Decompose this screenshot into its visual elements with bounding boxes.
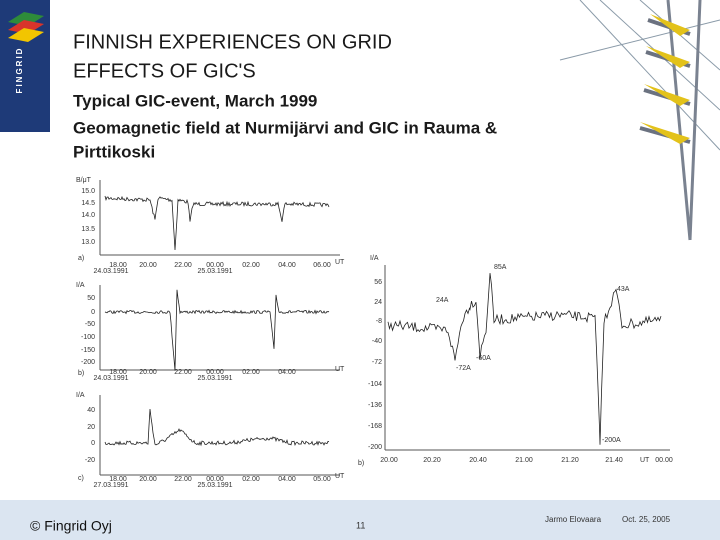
footer-bar: [0, 500, 720, 540]
logo-mark: [8, 20, 44, 34]
axis-unit: UT: [640, 457, 650, 464]
trace: [104, 195, 330, 251]
panel-label: a): [78, 255, 84, 262]
axis-unit: UT: [335, 366, 345, 373]
y-tick-label: 14.0: [81, 212, 95, 219]
x-tick-label: 02.00: [242, 369, 260, 376]
x-tick-label: 02.00: [242, 476, 260, 483]
x-tick-label: 00.00: [206, 476, 224, 483]
annotation: 43A: [617, 286, 630, 293]
date-label: 25.03.1991: [197, 482, 232, 489]
x-tick-label: 20.00: [139, 476, 157, 483]
x-tick-label: 06.00: [313, 262, 331, 269]
date-label: 24.03.1991: [93, 375, 128, 382]
x-tick-label: 04.00: [278, 369, 296, 376]
y-tick-label: -8: [376, 318, 382, 325]
y-tick-label: 13.5: [81, 226, 95, 233]
y-tick-label: -20: [85, 457, 95, 464]
panel-label: b): [78, 370, 84, 377]
logo-mark: [8, 28, 44, 42]
subtitle: Geomagnetic field at Nurmijärvi and GIC …: [73, 118, 497, 137]
pylon-photo: [559, 0, 720, 241]
footer-date: Oct. 25, 2005: [622, 515, 671, 524]
x-tick-label: 20.00: [139, 262, 157, 269]
footer-author: Jarmo Elovaara: [545, 515, 602, 524]
x-tick-label: 20.00: [380, 457, 398, 464]
title: FINNISH EXPERIENCES ON GRID: [73, 31, 392, 53]
x-tick-label: 22.00: [174, 262, 192, 269]
annotation: -60A: [476, 355, 491, 362]
x-tick-label: 00.00: [206, 262, 224, 269]
x-tick-label: 20.20: [423, 457, 441, 464]
x-tick-label: 18.00: [109, 476, 127, 483]
y-tick-label: -150: [81, 347, 95, 354]
panel-label: b): [358, 460, 364, 467]
annotation: 24A: [436, 297, 449, 304]
subtitle: Typical GIC-event, March 1999: [73, 91, 317, 110]
logo-mark: [8, 12, 44, 26]
y-tick-label: -200: [81, 359, 95, 366]
trace: [104, 408, 330, 447]
unit-label: I/A: [76, 392, 85, 399]
unit-label: I/A: [76, 282, 85, 289]
y-tick-label: 56: [374, 279, 382, 286]
annotation: -200A: [602, 437, 621, 444]
x-tick-label: 04.00: [278, 262, 296, 269]
y-tick-label: 24: [374, 299, 382, 306]
y-tick-label: -72: [372, 359, 382, 366]
logo-text: FINGRID: [15, 47, 24, 94]
x-tick-label: 04.00: [278, 476, 296, 483]
unit-label: I/A: [370, 255, 379, 262]
y-tick-label: -100: [81, 334, 95, 341]
panel-label: c): [78, 475, 84, 482]
x-tick-label: 22.00: [174, 476, 192, 483]
date-label: 27.03.1991: [93, 482, 128, 489]
annotation: 85A: [494, 264, 507, 271]
x-tick-label: 21.40: [605, 457, 623, 464]
y-tick-label: 14.5: [81, 200, 95, 207]
y-tick-label: 40: [87, 407, 95, 414]
title: EFFECTS OF GIC'S: [73, 60, 256, 82]
y-tick-label: -200: [368, 444, 382, 451]
y-tick-label: -136: [368, 402, 382, 409]
y-tick-label: -40: [372, 338, 382, 345]
x-tick-label: 20.00: [139, 369, 157, 376]
footer-copyright: © Fingrid Oyj: [30, 518, 112, 534]
page-number: 11: [356, 520, 365, 530]
x-tick-label: 18.00: [109, 262, 127, 269]
y-tick-label: 15.0: [81, 188, 95, 195]
x-tick-label: 22.00: [174, 369, 192, 376]
subtitle: Pirttikoski: [73, 142, 155, 161]
x-tick-label: 18.00: [109, 369, 127, 376]
y-tick-label: 13.0: [81, 239, 95, 246]
x-tick-label: 05.00: [313, 476, 331, 483]
x-tick-label: 00.00: [206, 369, 224, 376]
y-tick-label: 0: [91, 309, 95, 316]
y-tick-label: -50: [85, 321, 95, 328]
trace: [104, 289, 330, 371]
unit-label: B/μT: [76, 177, 92, 184]
y-tick-label: 20: [87, 424, 95, 431]
y-tick-label: 0: [91, 440, 95, 447]
date-label: 24.03.1991: [93, 268, 128, 275]
x-tick-label: 02.00: [242, 262, 260, 269]
x-tick-label: 21.20: [561, 457, 579, 464]
annotation: -72A: [456, 365, 471, 372]
axis-unit: UT: [335, 259, 345, 266]
axis-unit: UT: [335, 473, 345, 480]
y-tick-label: 50: [87, 295, 95, 302]
y-tick-label: -104: [368, 381, 382, 388]
x-tick-label: 00.00: [655, 457, 673, 464]
trace: [387, 273, 662, 445]
date-label: 25.03.1991: [197, 375, 232, 382]
x-tick-label: 20.40: [469, 457, 487, 464]
y-tick-label: -168: [368, 423, 382, 430]
date-label: 25.03.1991: [197, 268, 232, 275]
x-tick-label: 21.00: [515, 457, 533, 464]
